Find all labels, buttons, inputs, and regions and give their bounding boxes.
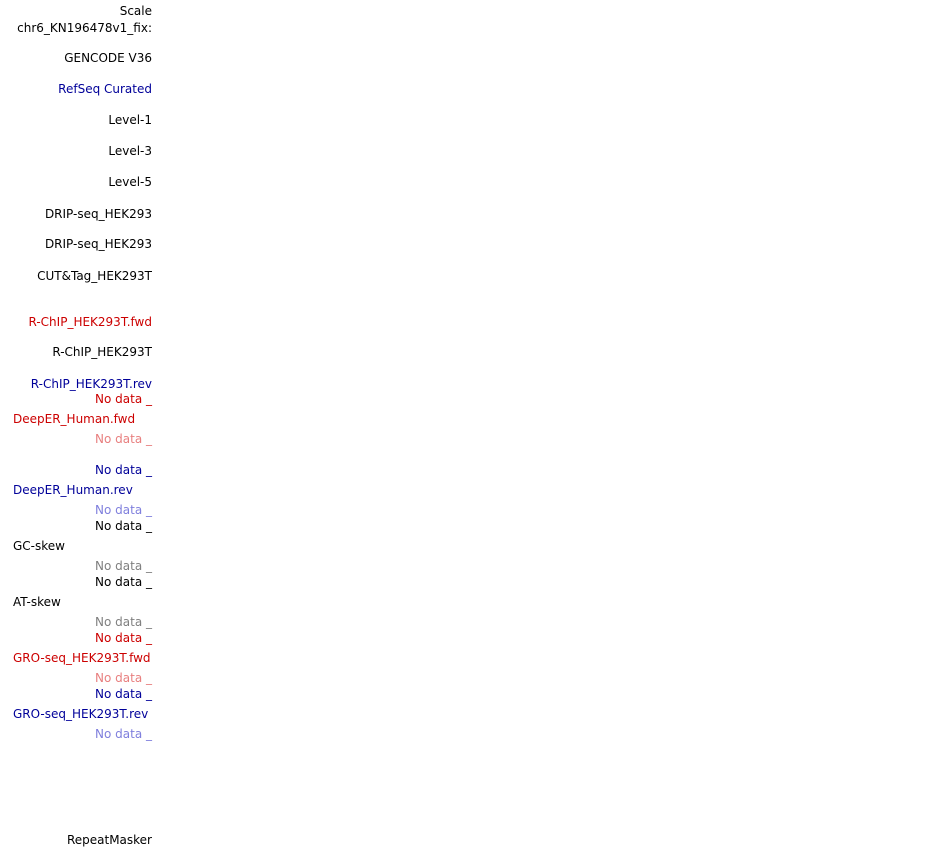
no-data-label: No data _ (95, 392, 152, 406)
no-data-label: No data _ (95, 615, 152, 629)
track-label-cut-tag[interactable]: CUT&Tag_HEK293T (37, 269, 152, 283)
track-label-gencode[interactable]: GENCODE V36 (64, 51, 152, 65)
track-label-drip-seq-1[interactable]: DRIP-seq_HEK293 (44, 207, 152, 221)
track-label-level5[interactable]: Level-5 (108, 175, 152, 189)
track-label-gc-skew[interactable]: GC-skew (13, 539, 65, 553)
track-label-deeper-fwd[interactable]: DeepER_Human.fwd (13, 412, 136, 426)
no-data-label: No data _ (95, 575, 152, 589)
track-label-gro-seq-rev[interactable]: GRO-seq_HEK293T.rev (13, 707, 149, 721)
scale-label: Scale (119, 4, 152, 18)
no-data-label: No data _ (95, 519, 152, 533)
no-data-label: No data _ (95, 432, 152, 446)
track-label-gro-seq-fwd[interactable]: GRO-seq_HEK293T.fwd (13, 651, 151, 665)
track-label-level1[interactable]: Level-1 (108, 113, 152, 127)
track-label-rchip-rev[interactable]: R-ChIP_HEK293T.rev (30, 377, 152, 391)
no-data-label: No data _ (95, 687, 152, 701)
no-data-label: No data _ (95, 631, 152, 645)
no-data-label: No data _ (95, 503, 152, 517)
track-label-level3[interactable]: Level-3 (108, 144, 152, 158)
track-label-repeatmasker[interactable]: RepeatMasker (66, 833, 152, 847)
no-data-label: No data _ (95, 463, 152, 477)
no-data-label: No data _ (95, 559, 152, 573)
track-label-refseq[interactable]: RefSeq Curated (58, 82, 152, 96)
track-label-at-skew[interactable]: AT-skew (13, 595, 61, 609)
no-data-label: No data _ (95, 727, 152, 741)
track-label-rchip-fwd[interactable]: R-ChIP_HEK293T.fwd (28, 315, 153, 329)
track-label-drip-seq-2[interactable]: DRIP-seq_HEK293 (44, 237, 152, 251)
track-label-deeper-rev[interactable]: DeepER_Human.rev (13, 483, 133, 497)
no-data-label: No data _ (95, 671, 152, 685)
track-label-rchip[interactable]: R-ChIP_HEK293T (52, 345, 152, 359)
chrom-position-label: chr6_KN196478v1_fix: (17, 21, 152, 35)
